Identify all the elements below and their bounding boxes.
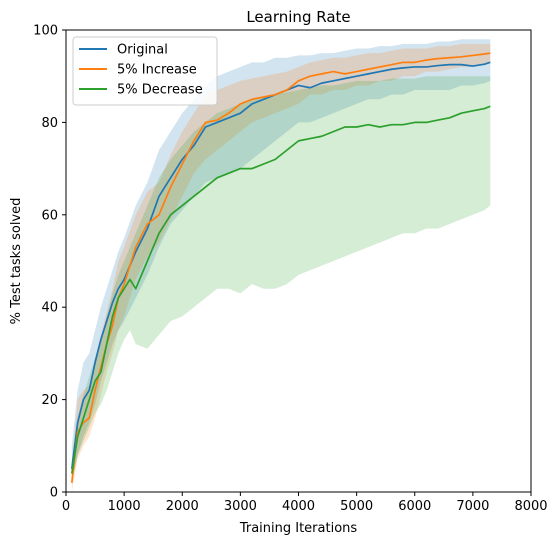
line-original <box>70 61 491 470</box>
y-tick-label: 60 <box>41 208 58 223</box>
y-tick-label: 20 <box>41 393 58 408</box>
y-tick-label: 40 <box>41 301 58 316</box>
chart-title: Learning Rate <box>246 8 350 26</box>
x-axis-title: Training Iterations <box>239 521 358 536</box>
legend-label-5pct-decrease: 5% Decrease <box>117 83 203 98</box>
line-5pct-increase <box>70 52 491 483</box>
x-tick-label: 2000 <box>166 499 199 514</box>
y-axis-ticks: 0 20 40 60 80 100 <box>33 24 66 501</box>
x-tick-label: 6000 <box>398 499 431 514</box>
y-axis-title: % Test tasks solved <box>9 198 24 325</box>
legend-label-5pct-increase: 5% Increase <box>117 63 197 78</box>
y-tick-label: 100 <box>33 24 58 39</box>
y-tick-label: 0 <box>50 486 58 501</box>
x-tick-label: 4000 <box>282 499 315 514</box>
x-tick-label: 8000 <box>514 499 547 514</box>
band-5pct-decrease <box>71 76 491 483</box>
x-tick-label: 5000 <box>340 499 373 514</box>
legend-label-original: Original <box>117 43 168 58</box>
legend: Original 5% Increase 5% Decrease <box>72 36 218 106</box>
band-5pct-increase <box>71 43 491 493</box>
confidence-bands <box>71 39 491 493</box>
x-tick-label: 3000 <box>224 499 257 514</box>
y-tick-label: 80 <box>41 116 58 131</box>
legend-box <box>72 36 218 106</box>
x-axis-ticks: 0 1000 2000 3000 4000 5000 6000 7000 8000 <box>62 492 548 514</box>
x-tick-label: 1000 <box>108 499 141 514</box>
line-5pct-decrease <box>70 105 491 474</box>
band-original <box>71 39 491 483</box>
x-tick-label: 7000 <box>456 499 489 514</box>
series-lines <box>70 52 491 483</box>
x-tick-label: 0 <box>62 499 70 514</box>
